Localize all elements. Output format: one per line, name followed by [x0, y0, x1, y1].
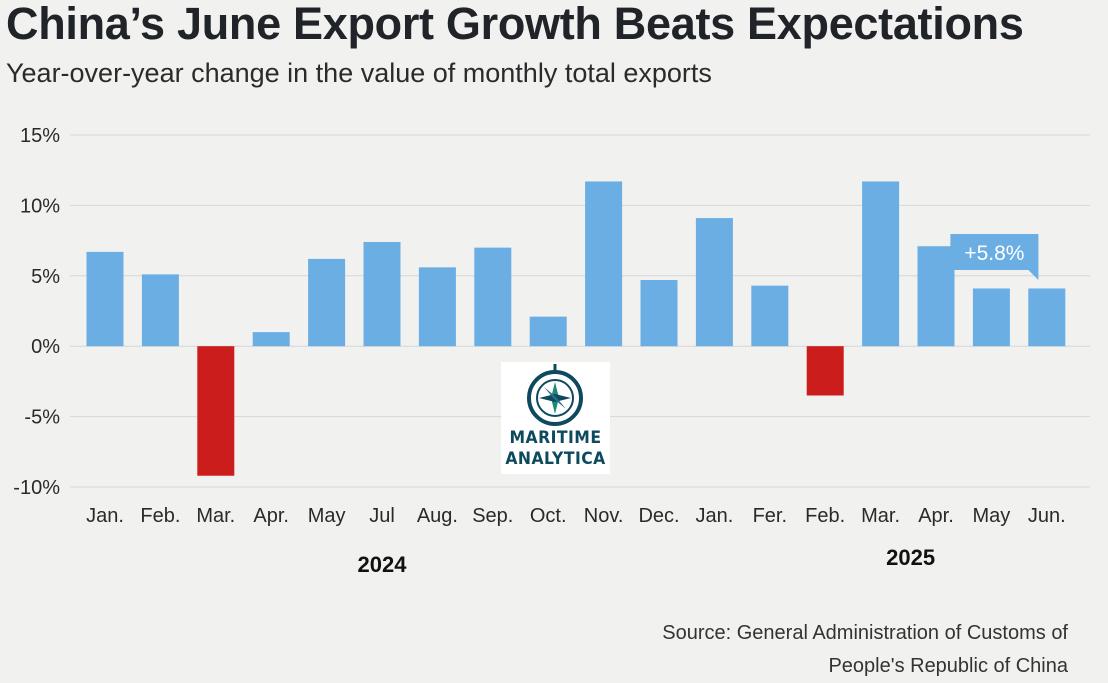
bar	[308, 258, 346, 347]
logo-text-line2: ANALYTICA	[505, 449, 606, 469]
bar	[695, 218, 733, 347]
bars	[86, 181, 1066, 476]
x-tick-label: Feb.	[805, 505, 845, 527]
y-axis: 15% 10% 5% 0% -5% -10%	[13, 125, 60, 499]
x-tick-label: Aug.	[417, 505, 458, 527]
source-line-1: Source: General Administration of Custom…	[662, 622, 1068, 644]
bar	[640, 280, 678, 347]
year-label: 2024	[358, 552, 408, 577]
callout: +5.8%	[950, 234, 1039, 280]
y-tick-label: 15%	[20, 125, 60, 147]
callout-bubble	[950, 234, 1039, 280]
x-tick-label: Fer.	[753, 505, 787, 527]
bar	[529, 316, 567, 347]
x-tick-label: Apr.	[253, 505, 289, 527]
bar	[363, 242, 401, 347]
x-tick-label: Feb.	[140, 505, 180, 527]
chart-subtitle: Year-over-year change in the value of mo…	[6, 58, 712, 88]
y-tick-label: 10%	[20, 195, 60, 217]
bar	[141, 274, 179, 347]
bar	[418, 267, 456, 347]
bar	[862, 181, 900, 347]
x-tick-label: May	[308, 505, 346, 527]
x-tick-label: Apr.	[918, 505, 954, 527]
x-tick-label: Nov.	[584, 505, 624, 527]
x-tick-label: Oct.	[530, 505, 567, 527]
bar	[86, 251, 124, 347]
source-line-2: People's Republic of China	[828, 655, 1068, 677]
bar	[197, 346, 235, 476]
x-tick-label: Sep.	[472, 505, 513, 527]
x-tick-label: Jan.	[695, 505, 733, 527]
x-tick-label: Mar.	[861, 505, 900, 527]
bar	[474, 247, 512, 347]
x-tick-label: May	[973, 505, 1011, 527]
bar	[1028, 288, 1066, 347]
chart-title: China’s June Export Growth Beats Expecta…	[6, 0, 1024, 49]
x-tick-label: Jun.	[1028, 505, 1066, 527]
x-tick-label: Jan.	[86, 505, 124, 527]
bar	[585, 181, 623, 347]
bar	[917, 246, 955, 347]
year-label: 2025	[886, 545, 935, 570]
y-tick-label: 0%	[31, 336, 60, 358]
maritime-analytica-logo: MARITIME ANALYTICA	[501, 362, 610, 474]
x-tick-label: Dec.	[638, 505, 679, 527]
bar	[972, 288, 1010, 347]
y-tick-label: 5%	[31, 266, 60, 288]
x-axis: Jan. Feb. Mar. Apr. May Jul Aug. Sep. Oct. Nov. De…	[86, 505, 1066, 527]
x-tick-label: Jul	[369, 505, 395, 527]
y-tick-label: -5%	[24, 407, 60, 429]
bar	[252, 332, 290, 347]
compass-icon	[527, 364, 583, 426]
bar	[751, 285, 789, 347]
source-note: Source: General Administration of Custom…	[548, 617, 1068, 683]
callout-label: +5.8%	[964, 242, 1024, 265]
x-tick-label: Mar.	[196, 505, 235, 527]
bar	[806, 346, 844, 396]
year-labels: 2024 2025	[358, 545, 936, 577]
y-tick-label: -10%	[13, 477, 60, 499]
logo-text-line1: MARITIME	[509, 428, 602, 448]
